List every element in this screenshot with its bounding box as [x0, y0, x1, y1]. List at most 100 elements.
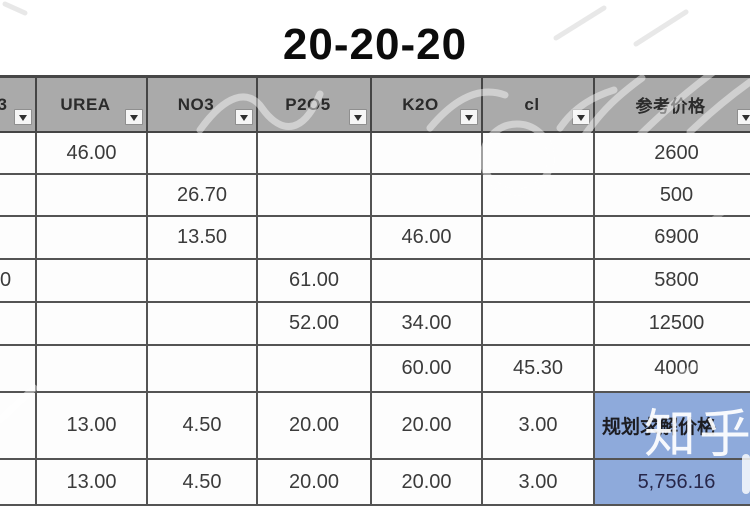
- cell-urea-row7[interactable]: 13.00: [37, 393, 148, 460]
- cell-col0-row2[interactable]: [0, 175, 37, 217]
- cell-value: 13.50: [176, 226, 228, 248]
- cell-cl-row7[interactable]: 3.00: [483, 393, 595, 460]
- cell-value: 3.00: [518, 470, 558, 493]
- cell-p2o5-row1[interactable]: [258, 133, 372, 175]
- cell-k2o-row5[interactable]: 34.00: [372, 303, 483, 346]
- cell-value: 34.00: [401, 312, 452, 334]
- cell-cl-row1[interactable]: [483, 133, 595, 175]
- cell-p2o5-row5[interactable]: 52.00: [258, 303, 372, 346]
- cell-value: 52.00: [288, 312, 340, 334]
- cell-k2o-row1[interactable]: [372, 133, 483, 175]
- filter-button-price[interactable]: [737, 109, 750, 125]
- column-header-no3: NO3: [148, 78, 258, 133]
- cell-urea-row8[interactable]: 13.00: [37, 460, 148, 506]
- cell-price-row6[interactable]: 4000: [595, 346, 750, 393]
- cell-k2o-row4[interactable]: [372, 260, 483, 303]
- cell-p2o5-row7[interactable]: 20.00: [258, 393, 372, 460]
- cell-cl-row4[interactable]: [483, 260, 595, 303]
- cell-value: 20.00: [288, 414, 340, 436]
- cell-value: 500: [659, 183, 694, 206]
- column-header-p2o5: P2O5: [258, 78, 372, 133]
- cell-col0-row4[interactable]: 0: [0, 260, 37, 303]
- filter-button-k2o[interactable]: [460, 109, 478, 125]
- cell-col0-row7[interactable]: [0, 393, 37, 460]
- cell-k2o-row6[interactable]: 60.00: [372, 346, 483, 393]
- cell-no3-row5[interactable]: [148, 303, 258, 346]
- cell-no3-row1[interactable]: [148, 133, 258, 175]
- cell-urea-row5[interactable]: [37, 303, 148, 346]
- cell-value: 20.00: [401, 414, 452, 436]
- cell-k2o-row7[interactable]: 20.00: [372, 393, 483, 460]
- filter-button-col0[interactable]: [14, 109, 32, 125]
- cell-k2o-row2[interactable]: [372, 175, 483, 217]
- cell-cl-row2[interactable]: [483, 175, 595, 217]
- cell-price-row1[interactable]: 2600: [595, 133, 750, 175]
- cell-value: 5800: [654, 269, 699, 291]
- cell-value: 4.50: [182, 470, 222, 493]
- cell-k2o-row8[interactable]: 20.00: [372, 460, 483, 506]
- cell-value: 45.30: [512, 357, 564, 379]
- cell-cl-row5[interactable]: [483, 303, 595, 346]
- cell-col0-row6[interactable]: [0, 346, 37, 393]
- cell-price-row3[interactable]: 6900: [595, 217, 750, 260]
- cell-price-row4[interactable]: 5800: [595, 260, 750, 303]
- page-title: 20-20-20: [282, 20, 468, 69]
- cell-col0-row5[interactable]: [0, 303, 37, 346]
- column-label-cl: cl: [524, 94, 540, 114]
- cell-urea-row3[interactable]: [37, 217, 148, 260]
- cell-urea-row1[interactable]: 46.00: [37, 133, 148, 175]
- cell-p2o5-row6[interactable]: [258, 346, 372, 393]
- cell-col0-row8[interactable]: [0, 460, 37, 506]
- cell-value: 26.70: [176, 183, 228, 206]
- filter-dropdown-icon: [240, 115, 248, 121]
- column-header-price: 参考价格: [595, 78, 750, 133]
- cell-urea-row6[interactable]: [37, 346, 148, 393]
- filter-dropdown-icon: [130, 115, 138, 121]
- cell-p2o5-row2[interactable]: [258, 175, 372, 217]
- column-header-cl: cl: [483, 78, 595, 133]
- cell-no3-row2[interactable]: 26.70: [148, 175, 258, 217]
- cell-k2o-row3[interactable]: 46.00: [372, 217, 483, 260]
- cell-p2o5-row8[interactable]: 20.00: [258, 460, 372, 506]
- spreadsheet-table: 3 UREA NO3 P2O5 K2O cl 参考价格 46.00 2600 26.70 500 13…: [0, 75, 750, 506]
- column-label-price: 参考价格: [635, 97, 706, 116]
- column-label-urea: UREA: [60, 94, 111, 114]
- cell-price-row7[interactable]: 规划求解价格: [595, 393, 750, 460]
- cell-cl-row6[interactable]: 45.30: [483, 346, 595, 393]
- cell-price-row5[interactable]: 12500: [595, 303, 750, 346]
- cell-value: 2600: [654, 141, 699, 164]
- cell-value: 5,756.16: [637, 470, 716, 493]
- cell-col0-row3[interactable]: [0, 217, 37, 260]
- cell-urea-row4[interactable]: [37, 260, 148, 303]
- filter-button-cl[interactable]: [572, 109, 590, 125]
- cell-p2o5-row3[interactable]: [258, 217, 372, 260]
- cell-value: 61.00: [288, 269, 340, 291]
- filter-button-no3[interactable]: [235, 109, 253, 125]
- cell-col0-row1[interactable]: [0, 133, 37, 175]
- filter-button-urea[interactable]: [125, 109, 143, 125]
- cell-urea-row2[interactable]: [37, 175, 148, 217]
- cell-price-row8[interactable]: 5,756.16: [595, 460, 750, 506]
- cell-no3-row6[interactable]: [148, 346, 258, 393]
- filter-dropdown-icon: [19, 115, 27, 121]
- column-header-urea: UREA: [37, 78, 148, 133]
- cell-value: 13.00: [66, 470, 117, 493]
- column-header-k2o: K2O: [372, 78, 483, 133]
- cell-cl-row8[interactable]: 3.00: [483, 460, 595, 506]
- cell-p2o5-row4[interactable]: 61.00: [258, 260, 372, 303]
- cell-value: 规划求解价格: [602, 417, 717, 438]
- cell-price-row2[interactable]: 500: [595, 175, 750, 217]
- filter-button-p2o5[interactable]: [349, 109, 367, 125]
- cell-no3-row8[interactable]: 4.50: [148, 460, 258, 506]
- filter-dropdown-icon: [354, 115, 362, 121]
- cell-no3-row7[interactable]: 4.50: [148, 393, 258, 460]
- cell-no3-row4[interactable]: [148, 260, 258, 303]
- column-label-col0: 3: [0, 95, 7, 115]
- cell-cl-row3[interactable]: [483, 217, 595, 260]
- cell-value: 6900: [654, 226, 699, 248]
- cell-no3-row3[interactable]: 13.50: [148, 217, 258, 260]
- cell-value: 46.00: [401, 226, 452, 248]
- cell-value: 46.00: [66, 141, 117, 164]
- filter-dropdown-icon: [742, 115, 750, 121]
